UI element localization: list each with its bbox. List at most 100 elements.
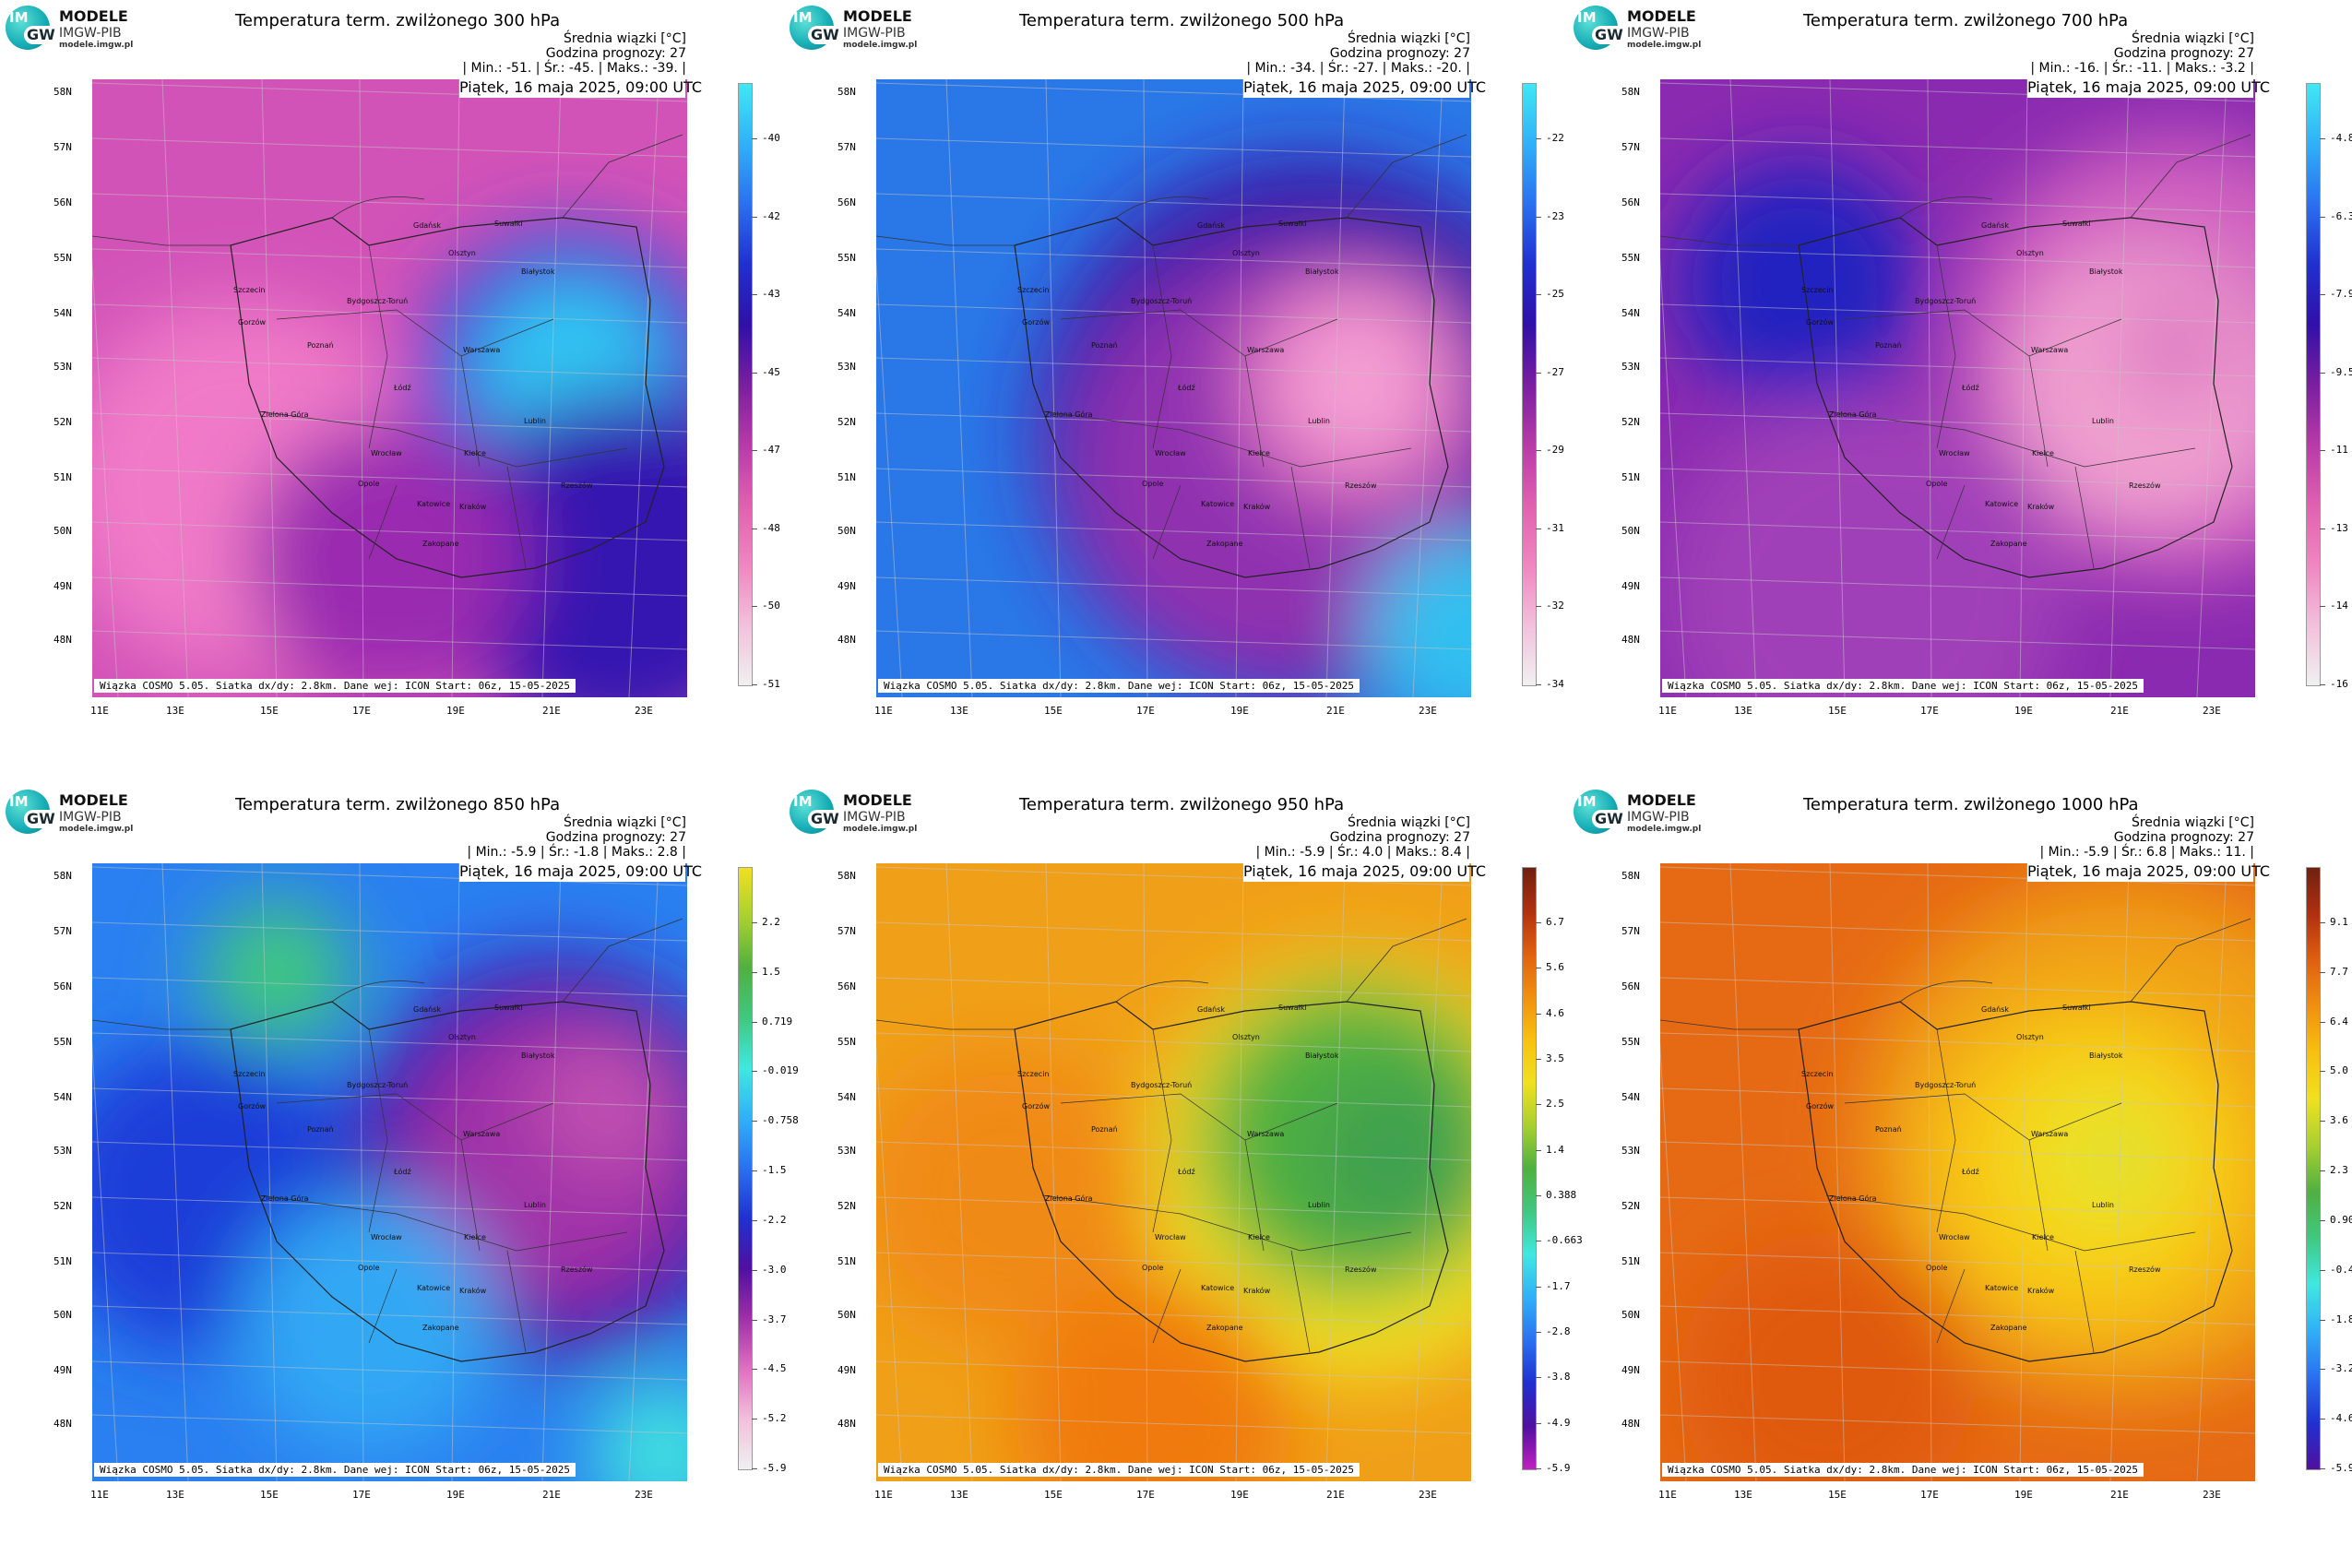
run-info: Wiązka COSMO 5.05. Siatka dx/dy: 2.8km. … bbox=[878, 679, 1360, 693]
lat-label: 57N bbox=[1621, 925, 1640, 937]
country-border bbox=[230, 217, 665, 578]
colorbar-tick: -47 bbox=[762, 444, 780, 457]
lat-label: 51N bbox=[53, 471, 72, 483]
city-label: Poznań bbox=[1875, 1125, 1902, 1134]
lon-label: 21E bbox=[2110, 705, 2129, 717]
city-label: Zakopane bbox=[1206, 1324, 1243, 1332]
city-label: Wrocław bbox=[1155, 1233, 1186, 1241]
lat-label: 55N bbox=[837, 252, 856, 264]
panel-title: Temperatura term. zwilżonego 500 hPa bbox=[1019, 11, 1345, 30]
lat-label: 51N bbox=[837, 1255, 856, 1267]
stats: | Min.: -34. | Śr.: -27. | Maks.: -20. | bbox=[1246, 61, 1470, 76]
logo-im: IM bbox=[793, 9, 813, 26]
lat-label: 54N bbox=[1621, 307, 1640, 319]
forecast-panel: IM GW MODELE IMGW-PIB modele.imgw.pl Temperat… bbox=[0, 784, 799, 1568]
stats: | Min.: -5.9 | Śr.: 4.0 | Maks.: 8.4 | bbox=[1255, 845, 1470, 860]
colorbar-tick: 1.4 bbox=[1546, 1143, 1564, 1156]
colorbar-tick: -0.663 bbox=[1546, 1234, 1583, 1247]
lon-label: 13E bbox=[166, 1489, 184, 1501]
lon-label: 19E bbox=[2014, 1489, 2033, 1501]
city-label: Kielce bbox=[1248, 449, 1270, 457]
colorbar-tickmark bbox=[1536, 1332, 1541, 1333]
colorbar-tickmark bbox=[2320, 1071, 2325, 1073]
city-label: Rzeszów bbox=[561, 481, 593, 490]
colorbar-tickmark bbox=[1536, 1013, 1541, 1015]
colorbar-tickmark bbox=[2320, 971, 2325, 973]
city-label: Warszawa bbox=[2031, 1130, 2069, 1138]
lat-label: 48N bbox=[53, 1418, 72, 1430]
city-label: Opole bbox=[1142, 480, 1164, 488]
logo-line3: modele.imgw.pl bbox=[1627, 825, 1702, 834]
lon-label: 23E bbox=[1419, 1489, 1437, 1501]
city-label: Zielona Góra bbox=[1829, 1194, 1877, 1203]
colorbar-tickmark bbox=[2320, 1319, 2325, 1321]
city-label: Szczecin bbox=[1801, 1070, 1834, 1078]
colorbar-tick: -0.459 bbox=[2330, 1263, 2352, 1276]
logo-line3: modele.imgw.pl bbox=[59, 825, 134, 834]
colorbar-tick: -4.6 bbox=[2330, 1412, 2352, 1425]
city-label: Gdańsk bbox=[1197, 1005, 1226, 1014]
forecast-panel: IM GW MODELE IMGW-PIB modele.imgw.pl Temperat… bbox=[1568, 784, 2352, 1568]
logo-line1: MODELE bbox=[843, 7, 912, 25]
lon-label: 21E bbox=[2110, 1489, 2129, 1501]
colorbar-tickmark bbox=[752, 1319, 757, 1321]
city-label: Olsztyn bbox=[2016, 1033, 2044, 1041]
lat-label: 51N bbox=[1621, 1255, 1640, 1267]
city-label: Opole bbox=[1926, 480, 1948, 488]
logo-gw: GW bbox=[808, 810, 842, 828]
lon-label: 15E bbox=[1044, 1489, 1063, 1501]
logo-line1: MODELE bbox=[59, 791, 128, 809]
logo-gw: GW bbox=[1592, 26, 1626, 44]
colorbar-tick: 2.3 bbox=[2330, 1164, 2348, 1177]
forecast-panel: IM GW MODELE IMGW-PIB modele.imgw.pl Temperat… bbox=[784, 0, 1568, 784]
lon-label: 23E bbox=[635, 1489, 653, 1501]
region-borders bbox=[257, 244, 628, 569]
colorbar-tickmark bbox=[752, 372, 757, 374]
colorbar-tick: 4.6 bbox=[1546, 1006, 1564, 1019]
lon-label: 15E bbox=[1044, 705, 1063, 717]
city-label: Wrocław bbox=[371, 449, 402, 457]
map-field bbox=[876, 863, 1471, 1481]
colorbar-tickmark bbox=[2320, 1021, 2325, 1023]
city-label: Białystok bbox=[2089, 267, 2123, 276]
lon-label: 17E bbox=[1136, 705, 1155, 717]
valid-date: Piątek, 16 maja 2025, 09:00 UTC bbox=[2027, 77, 2271, 98]
city-label: Gorzów bbox=[238, 1102, 267, 1111]
lat-label: 57N bbox=[837, 925, 856, 937]
colorbar-tick: 0.388 bbox=[1546, 1189, 1577, 1201]
city-label: Lublin bbox=[2092, 1201, 2114, 1209]
stats: | Min.: -51. | Śr.: -45. | Maks.: -39. | bbox=[462, 61, 686, 76]
lat-label: 53N bbox=[1621, 361, 1640, 373]
city-label: Kielce bbox=[1248, 1233, 1270, 1241]
colorbar-tickmark bbox=[2320, 922, 2325, 923]
colorbar-tick: -51 bbox=[762, 678, 780, 690]
lon-label: 11E bbox=[1658, 1489, 1677, 1501]
city-label: Zakopane bbox=[1990, 540, 2027, 548]
colorbar-tickmark bbox=[752, 1219, 757, 1221]
coastline bbox=[876, 134, 1467, 246]
forecast-panel: IM GW MODELE IMGW-PIB modele.imgw.pl Temperat… bbox=[0, 0, 784, 784]
colorbar-tick: -3.0 bbox=[762, 1263, 787, 1276]
colorbar-tick: -43 bbox=[762, 288, 780, 301]
colorbar-tick: -25 bbox=[1546, 288, 1564, 301]
colorbar-tick: -5.9 bbox=[1546, 1462, 1571, 1474]
colorbar-tick: -22 bbox=[1546, 132, 1564, 144]
lon-label: 11E bbox=[874, 1489, 893, 1501]
colorbar-tick: -31 bbox=[1546, 521, 1564, 534]
lon-label: 17E bbox=[1136, 1489, 1155, 1501]
city-label: Łódź bbox=[1962, 384, 1979, 392]
colorbar-tick: 5.0 bbox=[2330, 1064, 2348, 1077]
imgw-logo: IM GW MODELE IMGW-PIB modele.imgw.pl bbox=[790, 6, 937, 50]
city-label: Szczecin bbox=[233, 1070, 266, 1078]
city-label: Gdańsk bbox=[413, 1005, 442, 1014]
city-label: Katowice bbox=[1201, 500, 1235, 508]
colorbar-tickmark bbox=[1536, 922, 1541, 923]
map-field bbox=[1660, 863, 2255, 1481]
lon-label: 13E bbox=[950, 705, 968, 717]
city-label: Katowice bbox=[1985, 500, 2019, 508]
city-label: Zielona Góra bbox=[1829, 410, 1877, 419]
colorbar-tickmark bbox=[752, 1170, 757, 1172]
lat-label: 54N bbox=[1621, 1091, 1640, 1103]
colorbar-tick: -4.8 bbox=[2330, 132, 2352, 144]
colorbar-tick: -2.8 bbox=[1546, 1325, 1571, 1337]
